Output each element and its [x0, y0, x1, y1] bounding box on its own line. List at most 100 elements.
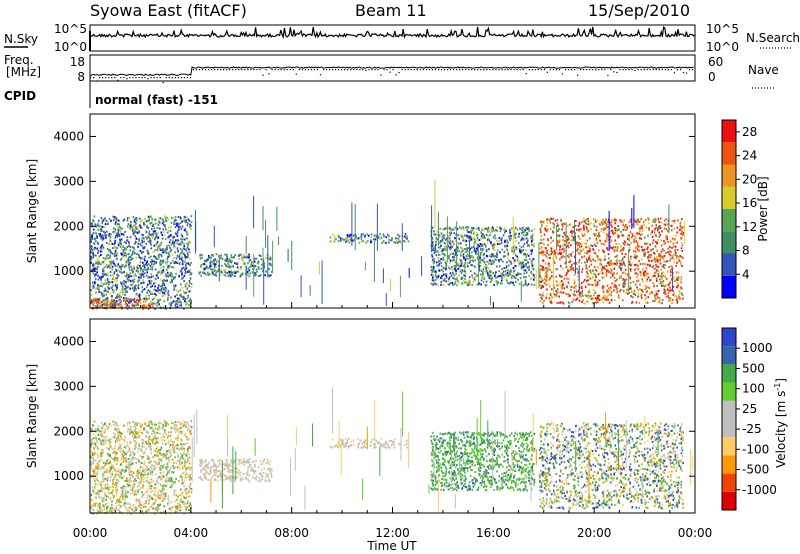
echo-pixel [482, 233, 485, 236]
echo-pixel [151, 265, 154, 268]
echo-pixel [675, 252, 677, 254]
echo-pixel [624, 272, 627, 275]
echo-pixel [90, 261, 93, 264]
echo-pixel [118, 446, 120, 449]
echo-pixel [438, 235, 441, 238]
echo-pixel [138, 239, 140, 242]
echo-pixel [541, 284, 543, 287]
echo-pixel [508, 237, 511, 240]
echo-pixel [102, 246, 105, 249]
echo-pixel [530, 261, 532, 264]
echo-pixel [109, 271, 112, 273]
echo-pixel [448, 257, 450, 260]
nave-dot [319, 74, 322, 76]
echo-pixel [494, 229, 496, 232]
echo-pixel [548, 253, 550, 256]
echo-pixel [624, 225, 627, 228]
freq-trace [89, 66, 694, 84]
echo-pixel [433, 269, 435, 272]
echo-pixel [97, 263, 100, 266]
echo-pixel [583, 251, 586, 254]
echo-pixel [561, 228, 563, 231]
echo-pixel [652, 265, 654, 267]
echo-pixel [678, 295, 680, 298]
echo-pixel [647, 234, 649, 237]
echo-pixel [186, 256, 189, 259]
echo-pixel [575, 242, 578, 245]
echo-pixel [672, 289, 674, 292]
echo-pixel [619, 219, 621, 222]
echo-pixel [160, 263, 163, 266]
echo-pixel [214, 263, 217, 266]
echo-pixel [671, 229, 673, 232]
echo-pixel [560, 291, 562, 294]
echo-pixel [456, 246, 459, 249]
echo-pixel [677, 286, 679, 289]
echo-pixel [448, 276, 451, 278]
echo-pixel [440, 283, 442, 286]
echo-pixel [481, 243, 483, 246]
echo-pixel [671, 302, 673, 305]
echo-pixel [98, 297, 101, 300]
echo-pixel [184, 298, 187, 300]
echo-pixel [578, 229, 580, 232]
echo-pixel [182, 298, 185, 300]
echo-pixel [100, 276, 103, 278]
echo-pixel [547, 238, 549, 241]
echo-pixel [662, 264, 665, 266]
echo-pixel [607, 269, 609, 272]
echo-pixel [541, 294, 543, 297]
echo-pixel [569, 258, 572, 261]
echo-streak [608, 210, 610, 252]
echo-pixel [676, 226, 679, 229]
echo-pixel [270, 270, 273, 273]
echo-pixel [590, 263, 593, 266]
echo-pixel [525, 231, 528, 234]
echo-pixel [624, 241, 627, 244]
echo-pixel [486, 272, 489, 275]
echo-pixel [116, 232, 118, 235]
echo-pixel [388, 241, 390, 244]
echo-pixel [574, 224, 577, 227]
echo-streak [478, 251, 480, 284]
echo-pixel [454, 237, 456, 240]
echo-pixel [570, 230, 573, 232]
echo-pixel [132, 279, 134, 282]
echo-pixel [578, 221, 581, 224]
echo-pixel [451, 245, 454, 248]
nave-dot [534, 69, 536, 71]
echo-pixel [485, 266, 487, 269]
echo-pixel [489, 281, 492, 283]
echo-pixel [647, 296, 649, 299]
echo-pixel [457, 247, 459, 250]
echo-pixel [121, 286, 124, 289]
echo-pixel [522, 249, 524, 251]
echo-pixel [559, 281, 561, 284]
echo-pixel [621, 252, 623, 255]
echo-pixel [550, 271, 553, 274]
echo-pixel [607, 262, 609, 265]
echo-pixel [552, 217, 554, 220]
echo-pixel [220, 268, 222, 271]
echo-pixel [636, 218, 639, 221]
echo-pixel [554, 219, 557, 222]
echo-pixel [141, 281, 143, 284]
echo-pixel [126, 219, 129, 222]
echo-pixel [167, 294, 170, 297]
echo-pixel [106, 272, 109, 275]
echo-pixel [228, 264, 231, 267]
echo-pixel [390, 239, 392, 242]
echo-pixel [116, 428, 119, 431]
echo-pixel [184, 229, 187, 232]
echo-pixel [116, 302, 118, 305]
echo-pixel [589, 277, 591, 280]
echo-pixel [152, 302, 154, 305]
nave-dot [147, 78, 149, 80]
echo-pixel [149, 239, 152, 242]
echo-pixel [523, 265, 525, 268]
echo-pixel [574, 255, 576, 258]
echo-pixel [215, 274, 218, 277]
echo-pixel [585, 246, 587, 249]
echo-pixel [480, 235, 483, 238]
echo-pixel [518, 235, 521, 238]
